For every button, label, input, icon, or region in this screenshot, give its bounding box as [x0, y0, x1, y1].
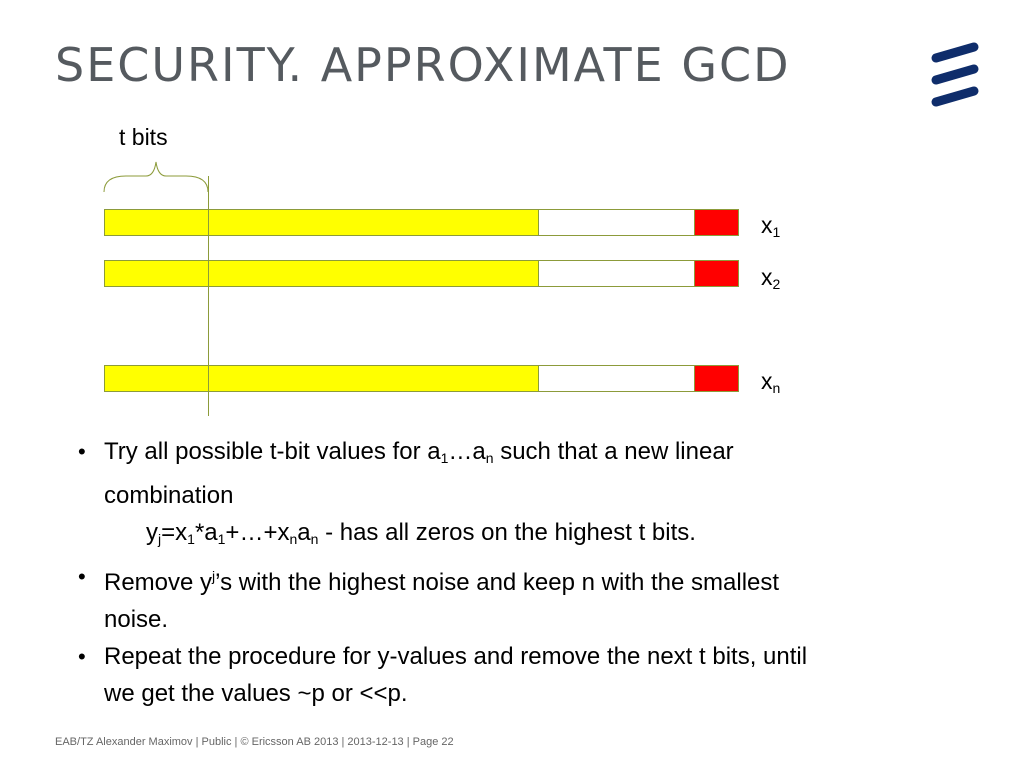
row-label-xn: xn — [761, 368, 781, 396]
middle-bits-segment — [538, 365, 695, 392]
slide-title: SECURITY. APPROXIMATE GCD — [55, 38, 791, 92]
middle-bits-segment — [538, 260, 695, 287]
high-bits-segment — [104, 260, 539, 287]
bit-row-x2 — [104, 260, 739, 287]
slide-footer: EAB/TZ Alexander Maximov | Public | © Er… — [55, 736, 454, 748]
t-bits-label: t bits — [119, 124, 168, 150]
t-bits-brace — [103, 161, 209, 193]
formula-line: yj=x1*a1+…+xnan - has all zeros on the h… — [146, 519, 696, 547]
bit-row-x1 — [104, 209, 739, 236]
bit-row-xn — [104, 365, 739, 392]
noise-bits-segment — [694, 209, 739, 236]
row-label-x2: x2 — [761, 264, 781, 292]
high-bits-segment — [104, 365, 539, 392]
row-label-x1: x1 — [761, 212, 781, 240]
bullet-item: Remove yj’s with the highest noise and k… — [78, 558, 818, 638]
bit-diagram — [103, 161, 739, 416]
noise-bits-segment — [694, 260, 739, 287]
bullet-list: Try all possible t-bit values for a1…an … — [78, 433, 818, 712]
bullet-item: Try all possible t-bit values for a1…an … — [78, 433, 818, 558]
high-bits-segment — [104, 209, 539, 236]
middle-bits-segment — [538, 209, 695, 236]
ericsson-logo — [931, 42, 979, 107]
noise-bits-segment — [694, 365, 739, 392]
bullet-item: Repeat the procedure for y-values and re… — [78, 638, 818, 712]
